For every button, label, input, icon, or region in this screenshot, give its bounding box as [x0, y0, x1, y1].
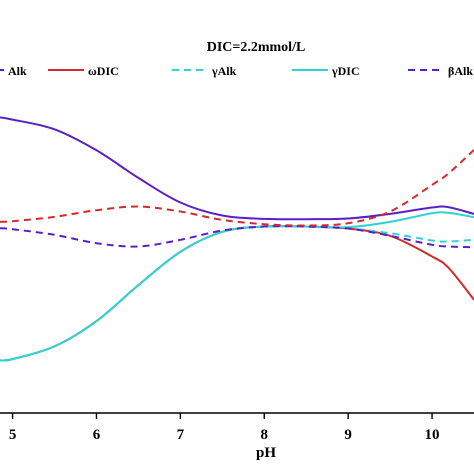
x-axis-label: pH	[256, 445, 276, 461]
series-line-alk	[0, 225, 474, 249]
legend-label: ωDIC	[88, 64, 119, 78]
x-tick-label: 8	[261, 427, 269, 443]
series-line-alk	[0, 116, 474, 221]
legend-label: βAlk	[448, 64, 473, 78]
series-layer	[0, 116, 474, 362]
chart-title: DIC=2.2mmol/L	[207, 40, 306, 55]
x-tick-label: 10	[425, 427, 440, 443]
series-line-unlabeled-5	[0, 149, 474, 227]
legend-label: γDIC	[331, 64, 360, 78]
x-tick-label: 7	[177, 427, 185, 443]
x-tick-label: 6	[93, 427, 101, 443]
x-tick-label: 9	[344, 427, 352, 443]
legend-label: γAlk	[211, 64, 237, 78]
legend: Alk ωDIC γAlk γDIC βAlk	[0, 64, 473, 78]
x-tick-layer: 5 6 7 8 9 10	[9, 413, 440, 443]
x-tick-label: 5	[9, 427, 17, 443]
legend-label: Alk	[8, 64, 27, 78]
